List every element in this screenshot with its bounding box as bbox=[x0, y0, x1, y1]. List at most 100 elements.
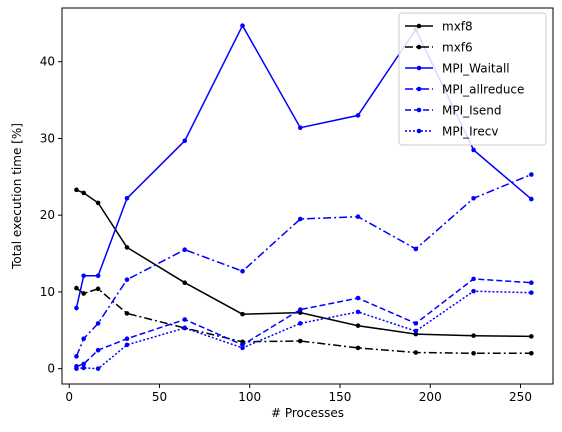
data-point bbox=[74, 305, 79, 311]
legend-item: MPI_Waitall bbox=[405, 62, 510, 76]
x-tick-label: 0 bbox=[65, 390, 73, 404]
legend-item: mxf6 bbox=[405, 41, 473, 55]
data-point bbox=[124, 277, 130, 282]
data-point bbox=[240, 23, 245, 28]
data-point bbox=[297, 125, 303, 131]
data-point bbox=[81, 336, 86, 342]
data-point bbox=[529, 351, 534, 356]
legend-marker bbox=[416, 86, 422, 92]
legend-label: MPI_Waitall bbox=[442, 62, 510, 76]
x-tick-label: 150 bbox=[329, 390, 352, 404]
x-tick-label: 250 bbox=[509, 390, 532, 404]
data-point bbox=[471, 351, 476, 356]
legend-label: MPI_Irecv bbox=[442, 125, 498, 139]
series-MPI_Irecv bbox=[74, 288, 534, 371]
x-axis-label: # Processes bbox=[271, 406, 344, 420]
data-point bbox=[355, 295, 361, 301]
data-point bbox=[355, 113, 361, 118]
data-point bbox=[297, 216, 303, 222]
data-point bbox=[355, 323, 361, 328]
legend-marker bbox=[416, 128, 422, 134]
data-point bbox=[413, 350, 419, 355]
data-point bbox=[355, 309, 361, 315]
series-mxf6 bbox=[74, 285, 534, 356]
y-axis-label: Total execution time [%] bbox=[10, 123, 24, 270]
x-tick-label: 200 bbox=[419, 390, 442, 404]
data-point bbox=[413, 328, 419, 334]
y-tick-label: 10 bbox=[40, 285, 55, 299]
data-point bbox=[81, 365, 86, 371]
data-point bbox=[471, 196, 476, 201]
legend-label: MPI_Isend bbox=[442, 104, 502, 118]
data-point bbox=[81, 291, 86, 296]
data-point bbox=[471, 333, 476, 338]
series-line bbox=[75, 173, 532, 357]
data-point bbox=[529, 280, 534, 286]
legend-marker bbox=[416, 23, 422, 29]
data-point bbox=[529, 172, 534, 177]
data-point bbox=[74, 285, 79, 291]
x-tick-label: 50 bbox=[152, 390, 167, 404]
data-point bbox=[529, 334, 534, 339]
data-point bbox=[182, 325, 188, 331]
x-axis: 0 50 100 150 200 250 bbox=[65, 384, 532, 404]
legend-item: MPI_allreduce bbox=[405, 83, 524, 97]
y-axis: 0 10 20 30 40 bbox=[40, 55, 62, 376]
data-point bbox=[124, 311, 130, 316]
y-tick-label: 0 bbox=[47, 362, 55, 376]
series-MPI_Isend bbox=[74, 276, 534, 369]
data-point bbox=[81, 190, 86, 196]
legend: mxf8 mxf6 MPI_Waitall MPI_allreduce MPI_Isen… bbox=[398, 12, 547, 146]
data-point bbox=[124, 245, 130, 250]
data-point bbox=[81, 273, 86, 279]
data-point bbox=[297, 338, 303, 344]
data-point bbox=[95, 200, 101, 206]
series-MPI_allreduce bbox=[74, 172, 534, 359]
data-point bbox=[529, 290, 534, 295]
data-point bbox=[124, 196, 130, 201]
data-point bbox=[240, 311, 245, 317]
x-tick-label: 100 bbox=[238, 390, 261, 404]
data-point bbox=[297, 307, 303, 312]
legend-item: MPI_Irecv bbox=[405, 125, 498, 139]
data-point bbox=[182, 317, 188, 322]
legend-marker bbox=[416, 44, 422, 50]
y-tick-label: 40 bbox=[40, 55, 55, 69]
data-point bbox=[529, 196, 534, 202]
data-point bbox=[182, 280, 188, 286]
data-point bbox=[95, 366, 101, 371]
data-point bbox=[413, 246, 419, 252]
data-point bbox=[471, 276, 476, 282]
plot-frame bbox=[61, 7, 554, 385]
legend-marker bbox=[416, 65, 422, 71]
data-point bbox=[182, 247, 188, 253]
y-tick-label: 20 bbox=[40, 208, 55, 222]
data-point bbox=[95, 321, 101, 326]
data-point bbox=[95, 347, 101, 353]
data-point bbox=[74, 354, 79, 359]
data-point bbox=[81, 361, 86, 367]
data-point bbox=[95, 273, 101, 279]
legend-label: mxf8 bbox=[442, 20, 473, 34]
data-point bbox=[471, 147, 476, 153]
legend-label: MPI_allreduce bbox=[442, 83, 524, 97]
data-point bbox=[355, 345, 361, 351]
data-point bbox=[74, 187, 79, 193]
data-point bbox=[413, 321, 419, 326]
legend-frame bbox=[398, 12, 547, 146]
data-point bbox=[240, 268, 245, 274]
series-line bbox=[76, 290, 532, 370]
data-point bbox=[355, 214, 361, 220]
data-point bbox=[124, 342, 130, 348]
data-point bbox=[95, 286, 101, 292]
legend-item: mxf8 bbox=[405, 20, 473, 34]
legend-label: mxf6 bbox=[442, 41, 473, 55]
series-line bbox=[76, 189, 532, 338]
data-point bbox=[240, 345, 245, 351]
legend-item: MPI_Isend bbox=[405, 104, 502, 118]
legend-marker bbox=[416, 107, 422, 113]
data-point bbox=[74, 366, 79, 371]
y-tick-label: 30 bbox=[40, 131, 55, 145]
data-point bbox=[297, 321, 303, 326]
